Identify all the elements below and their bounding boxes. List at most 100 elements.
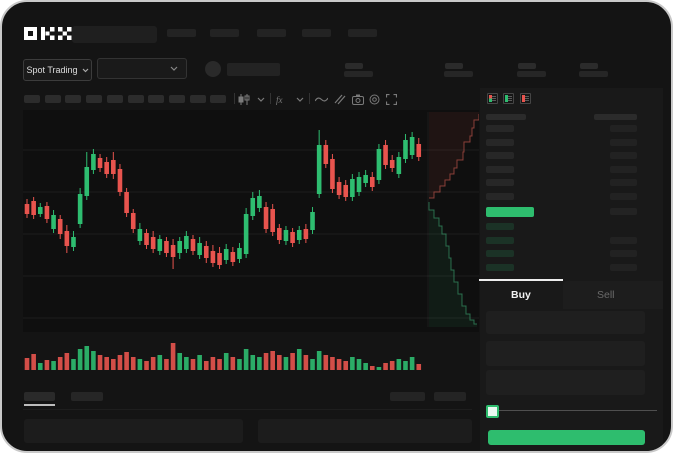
chevron-down-icon[interactable] (296, 97, 304, 102)
ask-row-price-placeholder[interactable] (486, 179, 514, 186)
nav-item-placeholder[interactable] (302, 29, 331, 37)
chevron-down-icon[interactable] (257, 97, 265, 102)
stat-value-placeholder (344, 71, 373, 77)
chevron-down-icon (170, 66, 178, 71)
stat-value-placeholder (517, 71, 546, 77)
settings-gear-icon[interactable] (369, 94, 380, 105)
stat-label-placeholder (345, 63, 363, 69)
timeframe-button-placeholder[interactable] (168, 95, 185, 103)
timeframe-button-placeholder[interactable] (127, 95, 144, 103)
history-tab-placeholder[interactable] (71, 392, 103, 401)
stat-value-placeholder (444, 71, 473, 77)
bid-row-price-placeholder[interactable] (486, 223, 514, 230)
chart-area-background (23, 110, 479, 332)
combined-book-icon[interactable] (487, 93, 498, 104)
nav-item-placeholder[interactable] (210, 29, 239, 37)
ask-row-amount-placeholder[interactable] (610, 192, 637, 200)
asks-only-icon[interactable] (520, 93, 531, 104)
timeframe-button-placeholder[interactable] (106, 95, 123, 103)
parallel-lines-icon[interactable] (334, 94, 346, 105)
indicator-fx-icon[interactable]: fx (276, 94, 290, 105)
timeframe-button-placeholder[interactable] (65, 95, 82, 103)
order-history-panel-placeholder (258, 419, 472, 443)
candles-group (24, 130, 422, 269)
svg-text:fx: fx (276, 95, 283, 105)
pair-dropdown[interactable] (97, 58, 187, 79)
sell-tab-background (563, 281, 663, 309)
orders-tab-placeholder[interactable] (24, 392, 55, 401)
candle-style-icon[interactable] (238, 94, 250, 105)
timeframe-button-placeholder[interactable] (148, 95, 165, 103)
ask-row-price-placeholder[interactable] (486, 125, 514, 132)
last-price-bar[interactable] (486, 207, 534, 217)
candlestick-chart[interactable] (23, 110, 479, 332)
chevron-down-icon (82, 68, 88, 72)
timeframe-button-placeholder[interactable] (210, 95, 227, 103)
ask-row-amount-placeholder[interactable] (610, 125, 637, 132)
bid-row-amount-placeholder[interactable] (610, 263, 637, 271)
market-type-selector[interactable]: Spot Trading (23, 59, 92, 81)
buy-tab-label: Buy (511, 289, 531, 301)
timeframe-button-placeholder[interactable] (86, 95, 103, 103)
ask-row-price-placeholder[interactable] (486, 192, 514, 200)
amount-input-placeholder[interactable] (486, 341, 645, 366)
bid-row-price-placeholder[interactable] (486, 263, 514, 271)
okx-logo[interactable] (24, 26, 72, 41)
ask-row-amount-placeholder[interactable] (610, 138, 637, 146)
active-tab-underline (24, 404, 55, 406)
toolbar-divider (309, 93, 310, 104)
orderbook-header-price-placeholder (486, 114, 526, 120)
buy-submit-button[interactable] (488, 430, 645, 445)
bottom-right-tab-placeholder[interactable] (390, 392, 425, 401)
volume-pane[interactable] (23, 336, 479, 372)
market-type-label: Spot Trading (26, 65, 78, 75)
depth-overlay (427, 112, 479, 327)
ask-row-amount-placeholder[interactable] (610, 152, 637, 159)
ask-row-price-placeholder[interactable] (486, 138, 514, 146)
nav-item-placeholder[interactable] (348, 29, 377, 37)
stat-label-placeholder (518, 63, 536, 69)
total-input-placeholder[interactable] (486, 370, 645, 395)
stat-label-placeholder (445, 63, 463, 69)
bottom-right-tab-placeholder[interactable] (434, 392, 466, 401)
book-col (489, 95, 492, 102)
slider-track (492, 410, 657, 411)
last-price-amount-placeholder (610, 208, 637, 215)
stat-value-placeholder (579, 71, 608, 77)
stat-label-placeholder (580, 63, 598, 69)
ask-row-price-placeholder[interactable] (486, 152, 514, 159)
bid-row-price-placeholder[interactable] (486, 236, 514, 244)
book-col (522, 95, 525, 102)
timeframe-button-placeholder[interactable] (189, 95, 206, 103)
camera-icon[interactable] (352, 94, 364, 105)
timeframe-button-placeholder[interactable] (24, 95, 40, 103)
line-wave-icon[interactable] (315, 96, 328, 103)
pair-avatar (205, 61, 221, 77)
slider-handle[interactable] (486, 405, 499, 418)
price-input-placeholder[interactable] (486, 311, 645, 334)
timeframe-button-placeholder[interactable] (44, 95, 61, 103)
bids-only-icon[interactable] (503, 93, 514, 104)
bottom-divider (23, 409, 472, 410)
gridlines (23, 149, 479, 319)
open-orders-panel-placeholder (24, 419, 243, 443)
buy-tab-indicator (479, 279, 563, 281)
search-bar-placeholder[interactable] (72, 26, 157, 43)
pair-name-placeholder (227, 63, 280, 76)
fullscreen-icon[interactable] (386, 94, 397, 105)
bid-row-price-placeholder[interactable] (486, 250, 514, 257)
ask-row-amount-placeholder[interactable] (610, 179, 637, 186)
nav-item-placeholder[interactable] (167, 29, 196, 37)
nav-item-placeholder[interactable] (257, 29, 286, 37)
bid-row-amount-placeholder[interactable] (610, 236, 637, 244)
toolbar-divider (270, 93, 271, 104)
ask-row-price-placeholder[interactable] (486, 165, 514, 173)
amount-slider[interactable] (484, 402, 662, 419)
ask-row-amount-placeholder[interactable] (610, 165, 637, 173)
book-col (505, 95, 508, 102)
toolbar-divider (234, 93, 235, 104)
bid-row-amount-placeholder[interactable] (610, 250, 637, 257)
orderbook-header-amount-placeholder (594, 114, 637, 120)
sell-tab-label: Sell (597, 289, 615, 301)
